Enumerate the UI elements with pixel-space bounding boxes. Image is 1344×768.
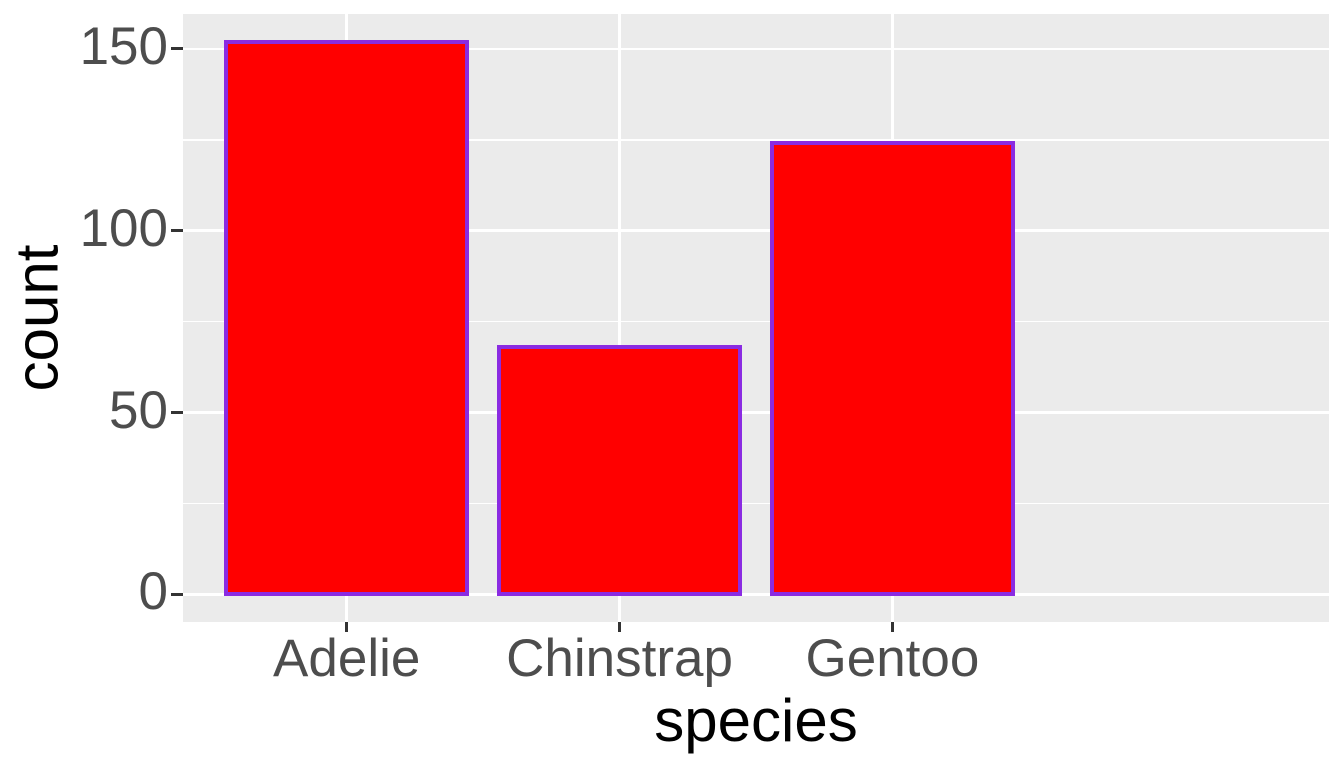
y-tick-mark-150 xyxy=(171,47,183,51)
plot-panel xyxy=(183,14,1329,622)
x-tick-label-chinstrap: Chinstrap xyxy=(506,629,733,688)
gridline-minor-y-25 xyxy=(183,502,1329,505)
y-tick-label-0: 0 xyxy=(138,562,168,622)
gridline-minor-y-125 xyxy=(183,139,1329,141)
gridline-minor-y-75 xyxy=(183,321,1329,323)
bar-chinstrap xyxy=(496,345,743,597)
bar-adelie xyxy=(223,39,470,597)
x-tick-mark-chinstrap xyxy=(618,622,622,632)
y-tick-mark-50 xyxy=(171,411,183,415)
y-tick-mark-100 xyxy=(171,229,183,233)
y-tick-mark-0 xyxy=(171,592,183,596)
y-tick-label-50: 50 xyxy=(109,380,168,440)
y-tick-label-100: 100 xyxy=(79,198,168,258)
gridline-major-y-0 xyxy=(183,593,1329,596)
x-tick-mark-gentoo xyxy=(890,622,894,632)
x-tick-label-gentoo: Gentoo xyxy=(805,629,980,688)
gridline-major-y-50 xyxy=(183,411,1329,414)
bar-gentoo xyxy=(769,141,1016,597)
gridline-major-y-100 xyxy=(183,229,1329,232)
y-axis-title: count xyxy=(3,244,71,392)
gridline-major-x-chinstrap xyxy=(618,14,621,622)
x-tick-label-adelie: Adelie xyxy=(273,629,421,688)
x-tick-mark-adelie xyxy=(345,622,349,632)
x-axis-title: species xyxy=(654,687,858,754)
y-tick-label-150: 150 xyxy=(79,16,168,76)
gridline-major-y-150 xyxy=(183,47,1329,51)
